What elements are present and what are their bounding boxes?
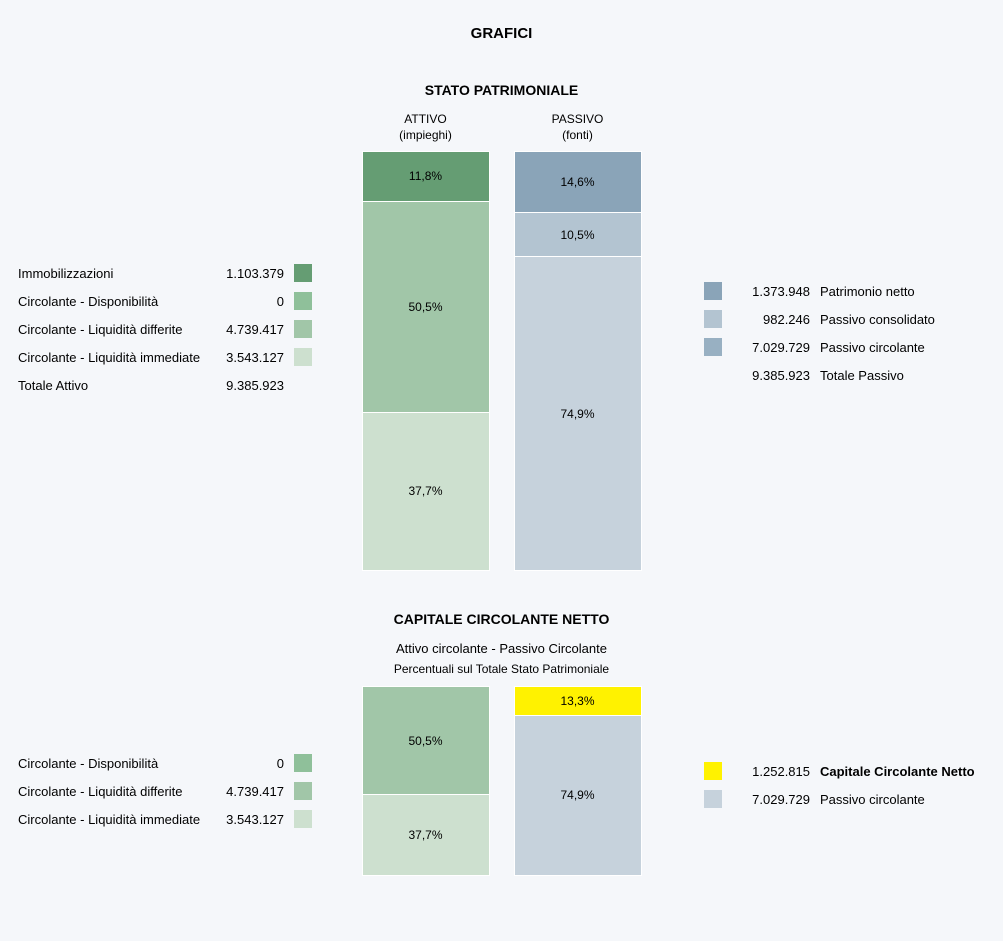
legend-value: 4.739.417: [208, 322, 284, 337]
sp-attivo-line2: (impieghi): [399, 128, 452, 142]
legend-value: 7.029.729: [732, 792, 810, 807]
legend-row: Circolante - Liquidità differite4.739.41…: [18, 782, 312, 800]
ccn-title: CAPITALE CIRCOLANTE NETTO: [10, 611, 993, 627]
bar-segment: 74,9%: [515, 257, 641, 570]
bar-segment: 14,6%: [515, 152, 641, 213]
legend-swatch: [294, 320, 312, 338]
legend-value: 0: [208, 756, 284, 771]
legend-row: Circolante - Liquidità differite4.739.41…: [18, 320, 312, 338]
page-title: GRAFICI: [10, 25, 993, 42]
legend-label: Circolante - Disponibilità: [18, 756, 208, 771]
legend-swatch: [704, 762, 722, 780]
legend-row: 982.246 Passivo consolidato: [704, 310, 935, 328]
legend-value: 1.373.948: [732, 284, 810, 299]
legend-value: 3.543.127: [208, 350, 284, 365]
legend-swatch: [294, 348, 312, 366]
legend-label: Passivo circolante: [820, 792, 925, 807]
legend-row: Circolante - Liquidità immediate3.543.12…: [18, 348, 312, 366]
legend-label: Circolante - Liquidità immediate: [18, 812, 208, 827]
legend-swatch: [294, 264, 312, 282]
legend-swatch: [294, 810, 312, 828]
ccn-chart: 50,5%37,7% 13,3%74,9% Circolante - Dispo…: [10, 686, 993, 876]
legend-value: 7.029.729: [732, 340, 810, 355]
legend-swatch: [704, 282, 722, 300]
sp-attivo-bar: 11,8%50,5%37,7%: [362, 151, 490, 571]
ccn-legend-right: 1.252.815 Capitale Circolante Netto 7.029.…: [704, 762, 975, 808]
sp-chart: ATTIVO (impieghi) PASSIVO (fonti) 11,8%5…: [10, 112, 993, 571]
ccn-legend-left: Circolante - Disponibilità0Circolante - …: [18, 754, 312, 828]
bar-segment: 37,7%: [363, 795, 489, 875]
legend-swatch: [294, 754, 312, 772]
legend-label: Patrimonio netto: [820, 284, 915, 299]
legend-value: 9.385.923: [732, 368, 810, 383]
legend-row: Immobilizzazioni1.103.379: [18, 264, 312, 282]
legend-value: 3.543.127: [208, 812, 284, 827]
sp-title: STATO PATRIMONIALE: [10, 82, 993, 98]
legend-value: 1.103.379: [208, 266, 284, 281]
legend-swatch: [294, 292, 312, 310]
legend-value: 9.385.923: [208, 378, 284, 393]
legend-swatch: [704, 790, 722, 808]
legend-row: Circolante - Disponibilità0: [18, 292, 312, 310]
sp-passivo-line2: (fonti): [562, 128, 593, 142]
sp-col-attivo-header: ATTIVO (impieghi): [362, 112, 490, 143]
legend-label: Totale Passivo: [820, 368, 904, 383]
sp-legend-left: Immobilizzazioni1.103.379Circolante - Di…: [18, 264, 312, 394]
sp-attivo-line1: ATTIVO: [404, 112, 446, 126]
ccn-left-bar: 50,5%37,7%: [362, 686, 490, 876]
legend-label: Passivo consolidato: [820, 312, 935, 327]
sp-legend-right: 1.373.948 Patrimonio netto 982.246 Passivo …: [704, 282, 935, 384]
legend-value: 1.252.815: [732, 764, 810, 779]
ccn-subtitle2: Percentuali sul Totale Stato Patrimonial…: [10, 662, 993, 676]
sp-col-passivo-header: PASSIVO (fonti): [514, 112, 642, 143]
bar-segment: 74,9%: [515, 716, 641, 876]
legend-row: 9.385.923 Totale Passivo: [704, 366, 935, 384]
bar-segment: 10,5%: [515, 213, 641, 257]
bar-segment: 11,8%: [363, 152, 489, 201]
bar-segment: 37,7%: [363, 413, 489, 571]
legend-value: 982.246: [732, 312, 810, 327]
legend-label: Circolante - Liquidità immediate: [18, 350, 208, 365]
legend-value: 0: [208, 294, 284, 309]
bar-segment: 50,5%: [363, 687, 489, 795]
legend-row: 7.029.729 Passivo circolante: [704, 790, 975, 808]
legend-swatch: [704, 366, 722, 384]
legend-label: Immobilizzazioni: [18, 266, 208, 281]
legend-row: Circolante - Disponibilità0: [18, 754, 312, 772]
legend-value: 4.739.417: [208, 784, 284, 799]
legend-swatch: [294, 782, 312, 800]
bar-segment: 13,3%: [515, 687, 641, 715]
legend-label: Circolante - Liquidità differite: [18, 784, 208, 799]
legend-label: Totale Attivo: [18, 378, 208, 393]
legend-row: 1.252.815 Capitale Circolante Netto: [704, 762, 975, 780]
sp-passivo-line1: PASSIVO: [552, 112, 604, 126]
legend-label: Circolante - Disponibilità: [18, 294, 208, 309]
legend-row: 1.373.948 Patrimonio netto: [704, 282, 935, 300]
legend-row: Totale Attivo9.385.923: [18, 376, 312, 394]
legend-label: Capitale Circolante Netto: [820, 764, 975, 779]
bar-segment: 50,5%: [363, 202, 489, 413]
legend-swatch: [704, 338, 722, 356]
ccn-subtitle: Attivo circolante - Passivo Circolante: [10, 641, 993, 656]
legend-row: 7.029.729 Passivo circolante: [704, 338, 935, 356]
legend-row: Circolante - Liquidità immediate3.543.12…: [18, 810, 312, 828]
legend-swatch: [704, 310, 722, 328]
legend-label: Circolante - Liquidità differite: [18, 322, 208, 337]
sp-passivo-bar: 14,6%10,5%74,9%: [514, 151, 642, 571]
ccn-right-bar: 13,3%74,9%: [514, 686, 642, 876]
legend-label: Passivo circolante: [820, 340, 925, 355]
